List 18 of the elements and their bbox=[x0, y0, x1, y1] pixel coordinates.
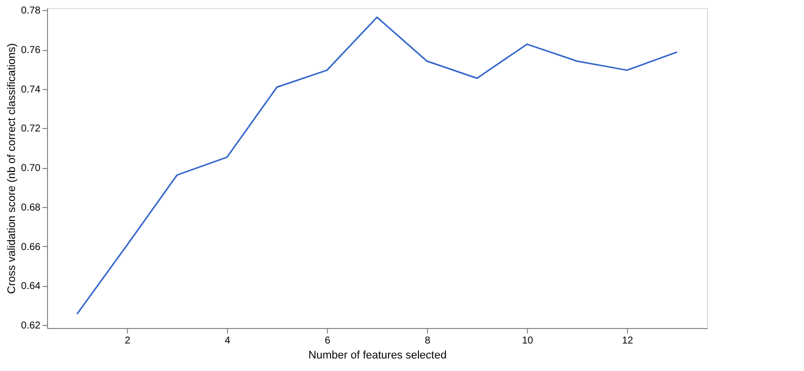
y-tick-label: 0.68 bbox=[21, 202, 41, 214]
x-tick-label: 6 bbox=[324, 336, 331, 346]
y-tick-label: 0.62 bbox=[21, 320, 41, 332]
line-series bbox=[76, 16, 678, 315]
y-tick-label: 0.66 bbox=[21, 242, 41, 253]
y-tick-label: 0.72 bbox=[21, 124, 41, 135]
x-tick-label: 8 bbox=[424, 336, 431, 346]
x-tick-label: 10 bbox=[522, 336, 534, 346]
y-tick-label: 0.76 bbox=[21, 45, 41, 56]
y-tick-label: 0.78 bbox=[21, 6, 41, 17]
x-tick-label: 4 bbox=[224, 336, 231, 346]
y-tick-label: 0.74 bbox=[21, 84, 41, 96]
y-tick-label: 0.64 bbox=[21, 281, 41, 292]
y-tick-label: 0.70 bbox=[21, 163, 41, 174]
y-axis-title: Cross validation score (nb of correct classifications) bbox=[6, 43, 18, 294]
x-tick-label: 12 bbox=[622, 336, 634, 346]
x-tick-label: 2 bbox=[124, 336, 131, 346]
x-axis-title: Number of features selected bbox=[308, 350, 447, 362]
